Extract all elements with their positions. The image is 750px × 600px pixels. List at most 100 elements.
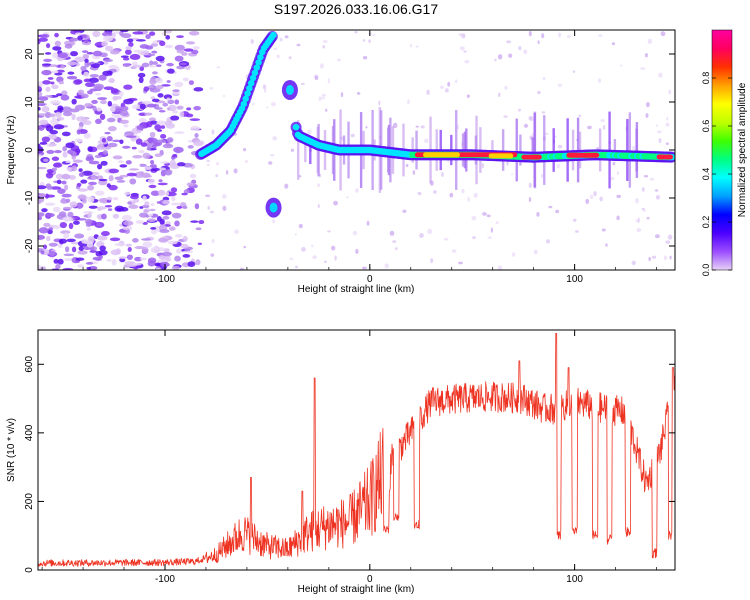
noise-dot xyxy=(665,142,669,146)
noise-blob xyxy=(95,92,101,96)
noise-blob xyxy=(186,107,192,111)
noise-dot xyxy=(528,30,532,37)
noise-blob xyxy=(70,50,79,57)
noise-blob xyxy=(119,119,129,124)
colorbar-tick-label: 0.6 xyxy=(701,120,711,133)
noise-blob xyxy=(159,229,170,234)
noise-dot xyxy=(276,54,280,59)
noise-blob xyxy=(41,106,50,113)
trace-core xyxy=(270,31,277,39)
noise-dot xyxy=(251,102,255,106)
noise-blob xyxy=(69,201,78,208)
noise-blob xyxy=(160,161,170,164)
noise-blob xyxy=(38,212,45,217)
noise-blob xyxy=(127,201,133,205)
noise-blob xyxy=(182,235,188,242)
noise-blob xyxy=(182,205,188,209)
streak xyxy=(297,120,300,180)
noise-blob xyxy=(42,80,51,85)
noise-dot xyxy=(665,240,671,244)
noise-dot xyxy=(355,188,359,193)
noise-dot xyxy=(312,255,317,260)
noise-blob xyxy=(103,61,109,65)
noise-dot xyxy=(419,233,424,239)
noise-blob xyxy=(96,222,103,227)
noise-blob xyxy=(68,222,74,230)
noise-dot xyxy=(498,92,501,98)
noise-blob xyxy=(120,30,129,33)
noise-blob xyxy=(49,130,58,135)
noise-blob xyxy=(102,35,114,42)
noise-blob xyxy=(180,243,189,249)
noise-blob xyxy=(138,149,145,154)
noise-blob xyxy=(104,131,111,135)
noise-dot xyxy=(320,97,325,100)
noise-blob xyxy=(81,50,89,54)
noise-dot xyxy=(206,159,210,162)
noise-blob xyxy=(176,248,182,254)
noise-blob xyxy=(77,264,85,268)
noise-dot xyxy=(317,203,320,208)
noise-blob xyxy=(44,52,52,55)
noise-blob xyxy=(97,235,108,241)
streak xyxy=(501,129,505,171)
noise-blob xyxy=(67,211,74,218)
noise-blob xyxy=(198,220,205,225)
noise-dot xyxy=(244,159,248,163)
noise-blob xyxy=(128,204,139,209)
noise-blob xyxy=(171,212,182,219)
noise-blob xyxy=(62,111,73,117)
noise-blob xyxy=(132,262,142,266)
noise-blob xyxy=(189,173,197,179)
trace-hot-core xyxy=(521,154,542,160)
noise-blob xyxy=(101,231,110,237)
noise-dot xyxy=(472,236,476,239)
noise-blob xyxy=(192,46,200,50)
noise-dot xyxy=(395,247,398,251)
noise-blob xyxy=(144,166,152,171)
noise-dot xyxy=(215,174,219,178)
noise-dot xyxy=(427,228,433,234)
noise-dot xyxy=(262,84,267,90)
noise-blob xyxy=(84,82,95,88)
noise-dot xyxy=(541,111,546,114)
noise-dot xyxy=(504,85,508,90)
noise-dot xyxy=(272,136,278,141)
noise-blob xyxy=(77,250,88,255)
noise-blob xyxy=(71,246,77,253)
noise-blob xyxy=(116,179,126,183)
trace-core xyxy=(292,124,300,131)
noise-blob xyxy=(80,65,87,72)
noise-dot xyxy=(365,126,368,129)
noise-blob xyxy=(107,142,118,148)
snr-y-tick-label: 400 xyxy=(24,424,35,441)
noise-blob xyxy=(89,77,99,83)
noise-dot xyxy=(407,99,410,105)
noise-blob xyxy=(42,63,52,66)
noise-dot xyxy=(616,171,620,176)
noise-blob xyxy=(54,32,59,38)
noise-dot xyxy=(669,255,672,260)
noise-dot xyxy=(211,129,215,135)
noise-dot xyxy=(665,122,670,127)
noise-blob xyxy=(139,163,147,167)
noise-dot xyxy=(612,161,616,166)
noise-blob xyxy=(80,93,89,99)
noise-blob xyxy=(41,266,46,270)
noise-blob xyxy=(162,143,174,149)
noise-blob xyxy=(168,226,176,231)
noise-dot xyxy=(412,170,416,175)
noise-blob xyxy=(152,144,157,149)
noise-blob xyxy=(62,151,68,158)
noise-dot xyxy=(667,234,673,240)
noise-blob xyxy=(98,74,107,81)
noise-dot xyxy=(632,145,636,151)
trace-hot-core xyxy=(656,154,673,160)
noise-dot xyxy=(605,243,608,247)
noise-dot xyxy=(294,265,299,269)
noise-blob xyxy=(81,238,88,244)
noise-dot xyxy=(487,236,492,239)
noise-dot xyxy=(572,218,577,222)
